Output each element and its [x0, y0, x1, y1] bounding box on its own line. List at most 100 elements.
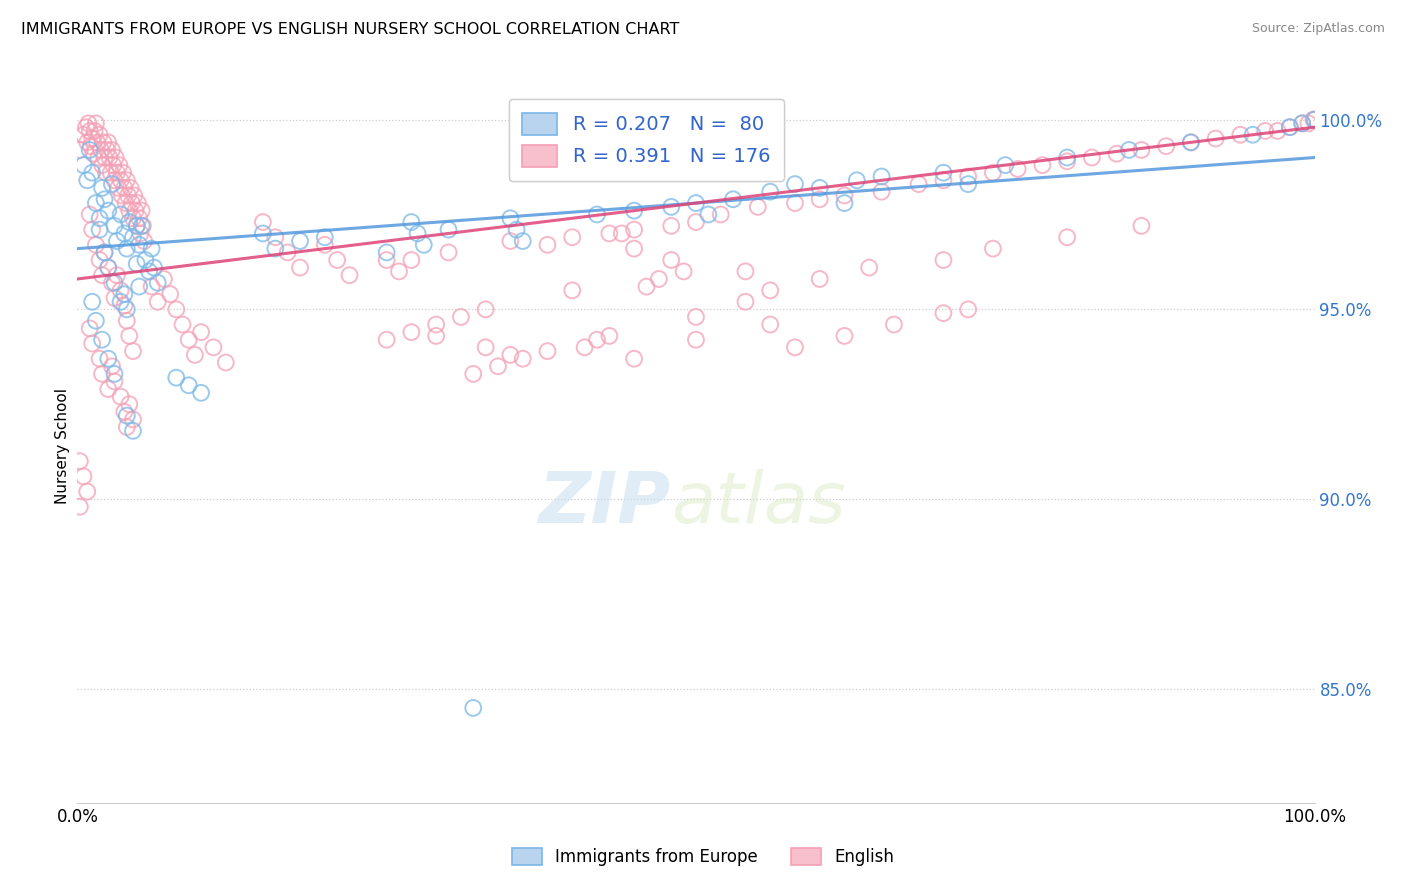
Point: [1291, 116, 1313, 130]
Point: [127, 196, 149, 211]
Point: [105, 268, 128, 283]
Point: [122, 344, 145, 359]
Point: [252, 227, 274, 241]
Point: [159, 287, 181, 301]
Point: [72, 128, 94, 142]
Point: [623, 203, 645, 218]
Text: atlas: atlas: [671, 468, 846, 538]
Point: [721, 192, 744, 206]
Point: [486, 359, 509, 374]
Point: [685, 310, 707, 324]
Point: [103, 291, 125, 305]
Point: [91, 181, 114, 195]
Point: [132, 219, 155, 233]
Y-axis label: Nursery School: Nursery School: [55, 388, 70, 504]
Point: [84, 237, 107, 252]
Point: [165, 302, 187, 317]
Point: [499, 234, 522, 248]
Point: [94, 166, 117, 180]
Point: [103, 375, 125, 389]
Point: [734, 264, 756, 278]
Point: [759, 318, 782, 332]
Point: [1241, 128, 1264, 142]
Point: [586, 333, 609, 347]
Point: [512, 351, 534, 366]
Point: [1105, 146, 1128, 161]
Point: [114, 196, 136, 211]
Point: [69, 454, 91, 468]
Point: [69, 143, 91, 157]
Point: [1056, 154, 1078, 169]
Point: [586, 207, 609, 221]
Point: [91, 333, 114, 347]
Point: [610, 227, 633, 241]
Text: ZIP: ZIP: [538, 468, 671, 538]
Point: [118, 329, 141, 343]
Point: [1154, 139, 1177, 153]
Point: [437, 245, 460, 260]
Point: [932, 306, 955, 320]
Point: [406, 227, 429, 241]
Point: [141, 242, 163, 256]
Point: [672, 264, 695, 278]
Point: [499, 348, 522, 362]
Point: [118, 203, 141, 218]
Point: [84, 196, 107, 211]
Point: [1130, 219, 1153, 233]
Point: [69, 500, 91, 514]
Point: [115, 173, 138, 187]
Point: [86, 136, 108, 150]
Point: [1254, 124, 1277, 138]
Point: [907, 177, 929, 191]
Point: [76, 136, 98, 150]
Legend: R = 0.207   N =  80, R = 0.391   N = 176: R = 0.207 N = 80, R = 0.391 N = 176: [509, 99, 785, 181]
Point: [425, 329, 447, 343]
Point: [82, 146, 104, 161]
Point: [97, 260, 120, 275]
Point: [277, 245, 299, 260]
Point: [288, 234, 311, 248]
Point: [82, 166, 104, 180]
Text: IMMIGRANTS FROM EUROPE VS ENGLISH NURSERY SCHOOL CORRELATION CHART: IMMIGRANTS FROM EUROPE VS ENGLISH NURSER…: [21, 22, 679, 37]
Point: [1180, 136, 1202, 150]
Point: [783, 340, 806, 354]
Point: [97, 203, 120, 218]
Point: [808, 272, 831, 286]
Point: [858, 260, 880, 275]
Point: [93, 151, 115, 165]
Point: [499, 211, 522, 226]
Point: [401, 252, 423, 267]
Point: [437, 222, 460, 236]
Point: [93, 245, 115, 260]
Point: [474, 340, 496, 354]
Point: [128, 279, 150, 293]
Point: [264, 242, 287, 256]
Point: [122, 188, 145, 202]
Point: [623, 242, 645, 256]
Point: [561, 284, 583, 298]
Point: [111, 188, 134, 202]
Point: [1130, 143, 1153, 157]
Point: [80, 139, 103, 153]
Point: [91, 158, 114, 172]
Point: [505, 222, 527, 236]
Point: [87, 151, 110, 165]
Point: [981, 242, 1004, 256]
Point: [808, 192, 831, 206]
Point: [202, 340, 225, 354]
Point: [82, 294, 104, 309]
Point: [108, 158, 131, 172]
Point: [870, 185, 893, 199]
Point: [339, 268, 361, 283]
Point: [1298, 116, 1320, 130]
Point: [84, 314, 107, 328]
Point: [97, 351, 120, 366]
Point: [96, 143, 118, 157]
Point: [79, 321, 101, 335]
Point: [561, 230, 583, 244]
Point: [957, 177, 980, 191]
Point: [110, 284, 132, 298]
Point: [103, 367, 125, 381]
Point: [215, 355, 238, 369]
Point: [90, 143, 112, 157]
